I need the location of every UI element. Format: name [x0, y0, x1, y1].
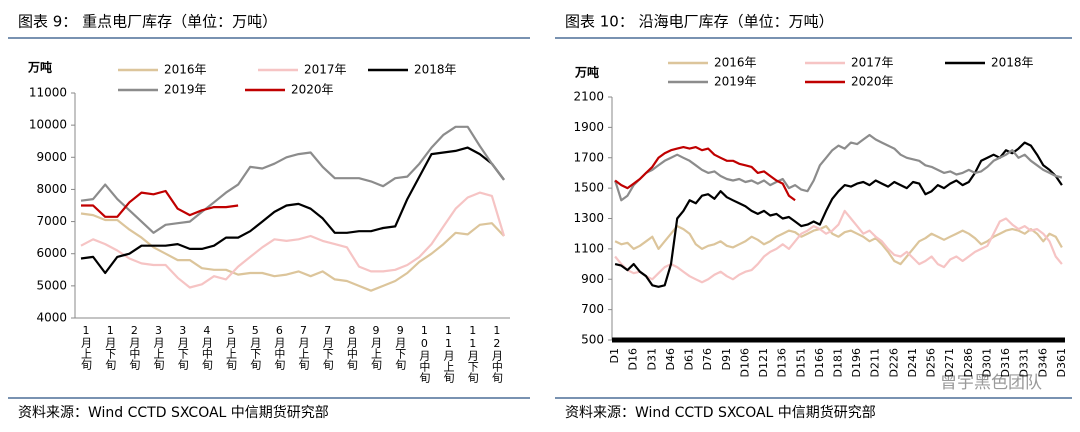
- x-tick-label: D61: [683, 348, 696, 370]
- y-tick-label: 500: [581, 333, 604, 347]
- series-line: [614, 133, 1063, 202]
- x-tick-label: 11月上旬: [442, 324, 455, 384]
- y-tick-label: 7000: [36, 214, 67, 228]
- x-tick-label: D106: [738, 348, 751, 377]
- x-tick-label: D271: [943, 348, 956, 377]
- y-tick-label: 1900: [573, 120, 604, 134]
- series-line: [80, 191, 506, 289]
- x-tick-label: 9月下旬: [394, 324, 407, 371]
- legend-label: 2019年: [714, 75, 757, 89]
- legend-label: 2018年: [414, 63, 457, 77]
- x-tick-label: D166: [813, 348, 826, 377]
- x-tick-label: D361: [1055, 348, 1068, 377]
- y-tick-label: 1700: [573, 150, 604, 164]
- series-line: [80, 146, 505, 275]
- x-tick-label: D316: [999, 348, 1012, 377]
- series-line: [614, 141, 1063, 288]
- x-tick-label: D301: [980, 348, 993, 377]
- x-tick-label: 7月上旬: [297, 324, 310, 371]
- y-tick-label: 1500: [573, 181, 604, 195]
- x-tick-label: 8月中旬: [345, 324, 358, 371]
- x-tick-label: D16: [627, 348, 640, 370]
- x-tick-label: D46: [664, 348, 677, 370]
- x-tick-label: D181: [832, 348, 845, 377]
- x-tick-label: D151: [794, 348, 807, 377]
- legend-label: 2016年: [714, 56, 757, 70]
- legend-label: 2017年: [304, 63, 347, 77]
- y-axis-label: 万吨: [574, 65, 599, 80]
- x-tick-label: D136: [776, 348, 789, 377]
- x-tick-label: D91: [720, 348, 733, 370]
- legend-label: 2019年: [164, 83, 207, 97]
- x-tick-label: 4月中旬: [200, 324, 213, 371]
- x-tick-label: D331: [1018, 348, 1031, 377]
- legend-label: 2020年: [851, 75, 894, 89]
- x-tick-label: 9月上旬: [370, 324, 383, 371]
- x-tick-label: 12月中旬: [490, 324, 503, 384]
- y-tick-label: 1300: [573, 211, 604, 225]
- x-tick-label: D211: [869, 348, 882, 377]
- y-tick-label: 11000: [29, 86, 67, 100]
- y-tick-label: 10000: [29, 118, 67, 132]
- x-tick-label: 10月中旬: [418, 324, 431, 384]
- x-tick-label: 6月中旬: [273, 324, 286, 371]
- x-tick-label: D226: [887, 348, 900, 377]
- y-tick-label: 5000: [36, 278, 67, 292]
- y-axis-label: 万吨: [27, 60, 52, 75]
- x-tick-label: 3月上旬: [152, 324, 165, 371]
- legend-label: 2016年: [164, 63, 207, 77]
- x-tick-label: D1: [608, 348, 621, 363]
- y-tick-label: 4000: [36, 311, 67, 325]
- y-tick-label: 9000: [36, 150, 67, 164]
- legend-label: 2017年: [851, 56, 894, 70]
- y-tick-label: 6000: [36, 246, 67, 260]
- x-tick-label: D196: [850, 348, 863, 377]
- x-tick-label: D346: [1036, 348, 1049, 377]
- x-tick-label: 7月下旬: [321, 324, 334, 371]
- x-tick-label: D256: [925, 348, 938, 377]
- series-line: [614, 146, 796, 202]
- x-tick-label: 11月下旬: [466, 324, 479, 384]
- series-line: [80, 125, 505, 234]
- chart-title: 图表 9： 重点电厂库存（单位：万吨）: [18, 13, 277, 31]
- y-tick-label: 900: [581, 272, 604, 286]
- source: 资料来源：Wind CCTD SXCOAL 中信期货研究部: [565, 404, 876, 421]
- x-tick-label: 5月上旬: [225, 324, 238, 371]
- legend-label: 2020年: [291, 83, 334, 97]
- y-tick-label: 8000: [36, 182, 67, 196]
- y-tick-label: 2100: [573, 90, 604, 104]
- series-line: [81, 189, 239, 218]
- y-tick-label: 1100: [573, 241, 604, 255]
- x-tick-label: 5月下旬: [249, 324, 262, 371]
- x-tick-label: 1月下旬: [104, 324, 117, 371]
- legend-label: 2018年: [991, 56, 1034, 70]
- x-tick-label: D76: [701, 348, 714, 370]
- chart-title: 图表 10： 沿海电厂库存（单位：万吨）: [565, 13, 834, 31]
- y-tick-label: 700: [581, 302, 604, 316]
- series-line: [614, 225, 1063, 266]
- x-tick-label: D286: [962, 348, 975, 377]
- x-tick-label: 1月上旬: [80, 324, 93, 371]
- x-tick-label: D121: [757, 348, 770, 377]
- series-line: [614, 209, 1063, 284]
- source: 资料来源：Wind CCTD SXCOAL 中信期货研究部: [18, 404, 329, 421]
- x-tick-label: 2月中旬: [128, 324, 141, 371]
- x-tick-label: D31: [645, 348, 658, 370]
- x-tick-label: 3月下旬: [176, 324, 189, 371]
- x-tick-label: D241: [906, 348, 919, 377]
- watermark: 曾宇黑色团队: [940, 373, 1042, 393]
